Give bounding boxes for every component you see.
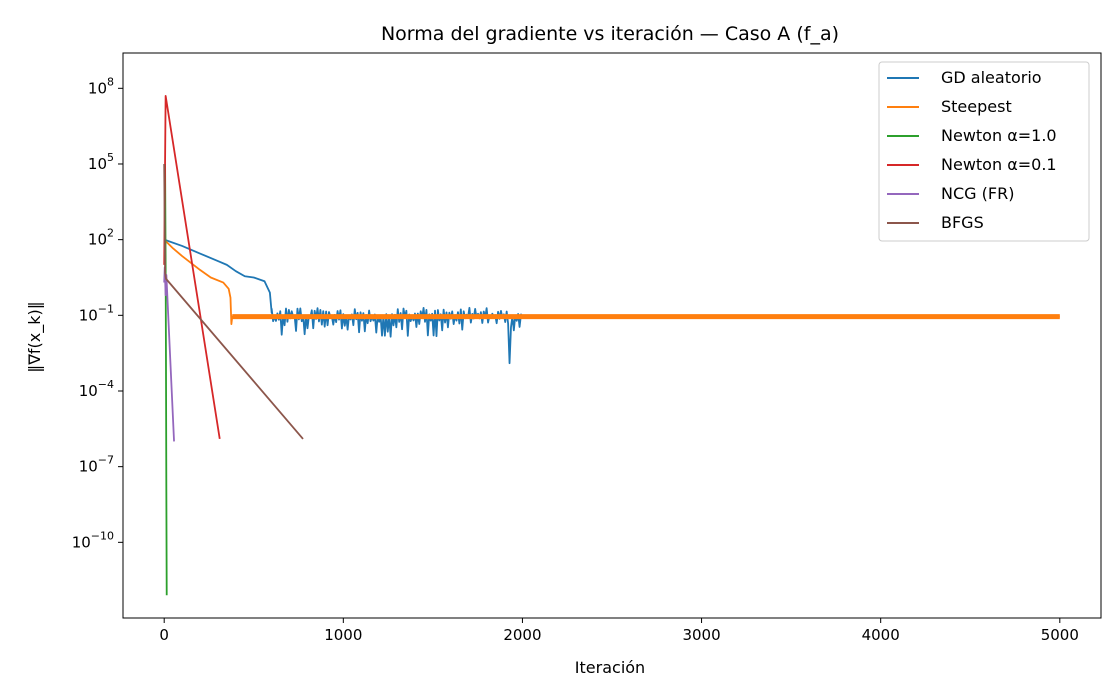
legend-label: Newton α=0.1	[941, 155, 1057, 174]
x-tick-label: 5000	[1041, 626, 1079, 644]
series-lines	[163, 94, 1060, 596]
series-line	[163, 94, 221, 440]
y-axis: 108 105 102 10−1 10−4 10−7 10−10	[72, 75, 123, 551]
x-tick-label: 3000	[682, 626, 720, 644]
series-line	[163, 163, 304, 440]
series-line	[163, 238, 524, 365]
x-tick-label: 2000	[503, 626, 541, 644]
legend-box	[878, 61, 1090, 242]
chart-title: Norma del gradiente vs iteración — Caso …	[381, 23, 839, 45]
y-tick-label: 10−4	[79, 378, 114, 400]
legend-label: NCG (FR)	[941, 184, 1014, 203]
x-tick-label: 1000	[324, 626, 362, 644]
y-tick-label: 10−7	[79, 454, 114, 476]
legend-label: Newton α=1.0	[941, 126, 1057, 145]
plot-area	[122, 52, 1102, 619]
plot-frame	[122, 52, 1102, 619]
legend-label: GD aleatorio	[941, 68, 1042, 87]
x-axis: 0 1000 2000 3000 4000 5000	[159, 618, 1079, 644]
x-tick-label: 0	[159, 626, 169, 644]
series-line	[163, 239, 1060, 326]
x-axis-label: Iteración	[575, 658, 645, 677]
x-tick-label: 4000	[862, 626, 900, 644]
y-tick-label: 102	[88, 227, 114, 249]
y-tick-label: 105	[88, 151, 114, 173]
legend: GD aleatorio Steepest Newton α=1.0 Newton α…	[878, 61, 1090, 242]
legend-label: Steepest	[941, 97, 1012, 116]
y-tick-label: 10−10	[72, 529, 114, 551]
y-axis-label: ‖∇f(x_k)‖	[25, 301, 45, 373]
legend-label: BFGS	[941, 213, 984, 232]
y-tick-label: 10−1	[79, 302, 114, 324]
y-tick-label: 108	[88, 75, 114, 97]
